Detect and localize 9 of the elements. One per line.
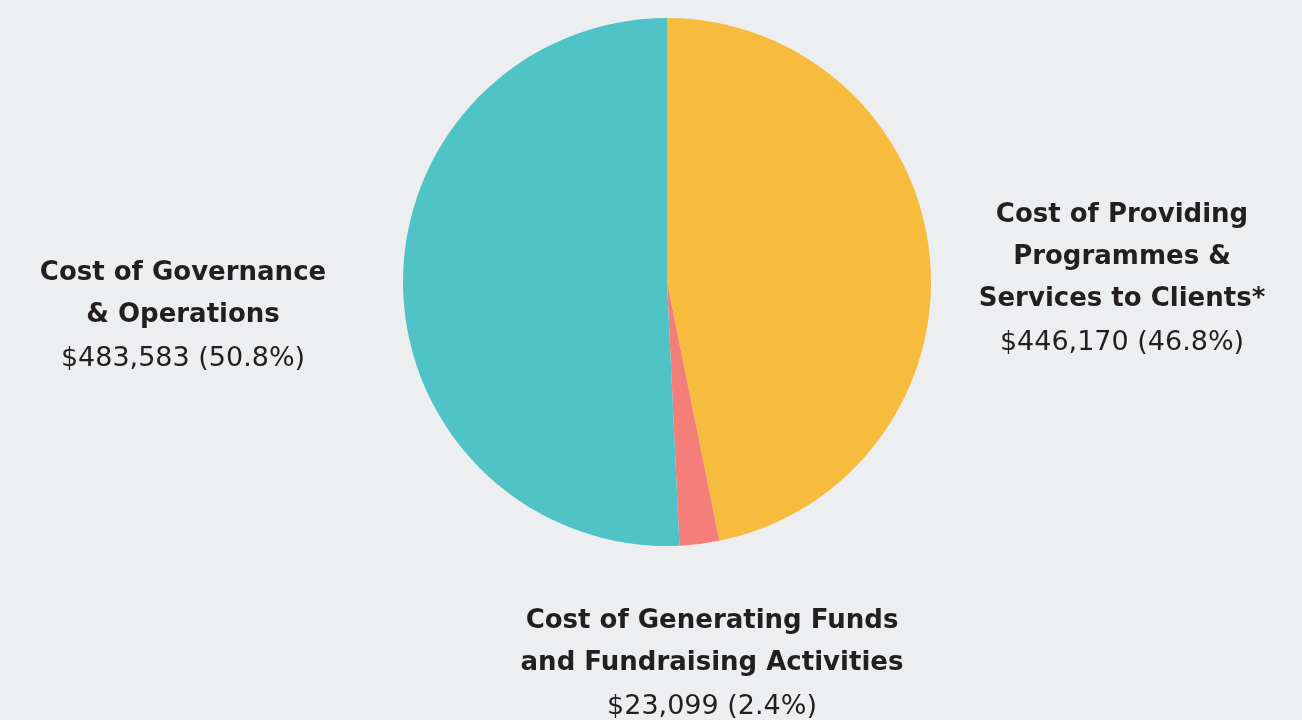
slice-label: Cost of Governance & Operations — [39, 256, 327, 328]
pie-slice — [667, 282, 720, 546]
data-label: $446,170 (46.8%) — [999, 325, 1245, 356]
pie-slice — [667, 18, 931, 541]
slice-label: Cost of Generating Funds and Fundraising Activities — [520, 604, 904, 676]
data-label: $483,583 (50.8%) — [60, 341, 306, 372]
pie-slice — [403, 18, 680, 546]
slice-label: Cost of Providing Programmes & Services to Clients* — [978, 198, 1266, 312]
data-label: $23,099 (2.4%) — [607, 689, 817, 720]
